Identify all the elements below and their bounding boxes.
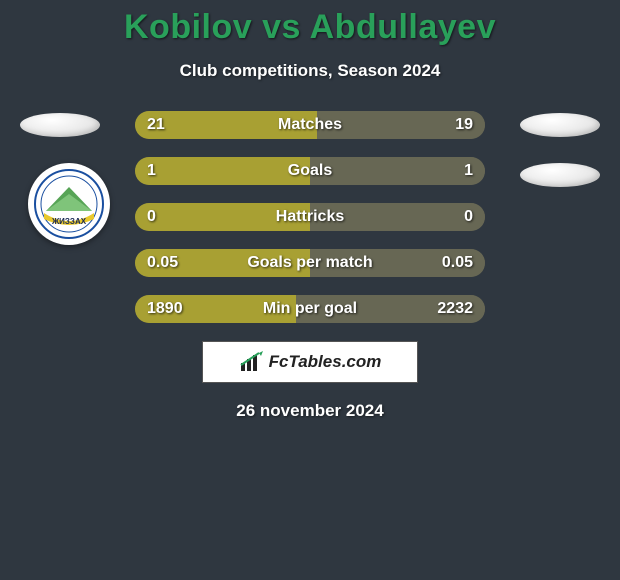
stat-row: 1890 2232 Min per goal [135,295,485,323]
stat-label: Goals [288,157,332,185]
bar-chart-icon [239,351,263,373]
stat-row: 1 1 Goals [135,157,485,185]
stats-bars: 21 19 Matches 1 1 Goals 0 0 Hattricks 0.05 0.05 Goa… [135,111,485,323]
right-player-placeholder-ellipse-2 [520,163,600,187]
stat-row: 0.05 0.05 Goals per match [135,249,485,277]
stat-label: Min per goal [263,295,357,323]
stat-row: 0 0 Hattricks [135,203,485,231]
svg-text:ЖИЗЗАХ: ЖИЗЗАХ [51,217,87,226]
subtitle: Club competitions, Season 2024 [0,61,620,81]
left-player-placeholder-ellipse [20,113,100,137]
stat-value-right: 19 [455,111,473,139]
stat-value-left: 1890 [147,295,183,323]
stat-value-left: 0.05 [147,249,178,277]
club-crest-icon: ЖИЗЗАХ [34,169,104,239]
brand-label: FcTables.com [269,352,382,372]
stat-value-right: 0 [464,203,473,231]
brand-box[interactable]: FcTables.com [202,341,418,383]
stat-label: Goals per match [247,249,372,277]
content-area: ЖИЗЗАХ 21 19 Matches 1 1 Goals 0 0 Hattricks 0.05… [0,111,620,421]
stat-value-left: 1 [147,157,156,185]
comparison-widget: Kobilov vs Abdullayev Club competitions,… [0,0,620,580]
stat-value-left: 0 [147,203,156,231]
stat-row: 21 19 Matches [135,111,485,139]
left-team-logo: ЖИЗЗАХ [28,163,110,245]
right-player-placeholder-ellipse-1 [520,113,600,137]
stat-label: Matches [278,111,342,139]
stat-bar-left [135,157,310,185]
stat-value-right: 2232 [437,295,473,323]
generation-date: 26 november 2024 [0,401,620,421]
stat-value-left: 21 [147,111,165,139]
stat-label: Hattricks [276,203,344,231]
stat-value-right: 1 [464,157,473,185]
stat-bar-right [310,157,485,185]
stat-value-right: 0.05 [442,249,473,277]
page-title: Kobilov vs Abdullayev [0,8,620,47]
